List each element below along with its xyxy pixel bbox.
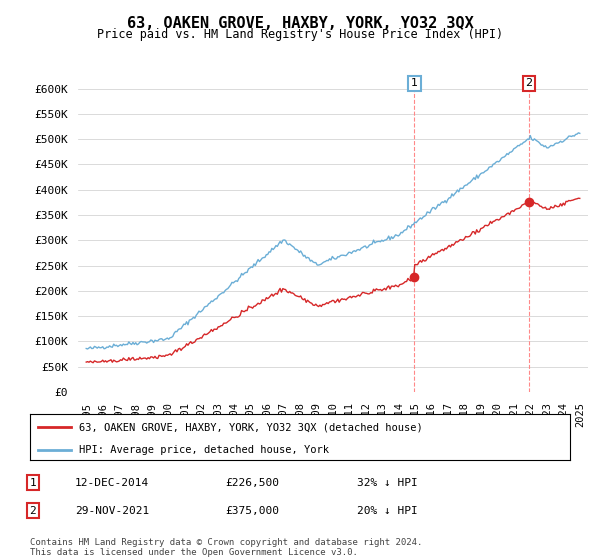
- Text: 29-NOV-2021: 29-NOV-2021: [75, 506, 149, 516]
- Text: 63, OAKEN GROVE, HAXBY, YORK, YO32 3QX (detached house): 63, OAKEN GROVE, HAXBY, YORK, YO32 3QX (…: [79, 422, 422, 432]
- Text: 1: 1: [411, 78, 418, 88]
- Text: HPI: Average price, detached house, York: HPI: Average price, detached house, York: [79, 445, 329, 455]
- Text: 32% ↓ HPI: 32% ↓ HPI: [357, 478, 418, 488]
- Text: £226,500: £226,500: [225, 478, 279, 488]
- Text: £375,000: £375,000: [225, 506, 279, 516]
- Text: 1: 1: [29, 478, 37, 488]
- Text: Price paid vs. HM Land Registry's House Price Index (HPI): Price paid vs. HM Land Registry's House …: [97, 28, 503, 41]
- Text: Contains HM Land Registry data © Crown copyright and database right 2024.
This d: Contains HM Land Registry data © Crown c…: [30, 538, 422, 557]
- Text: 20% ↓ HPI: 20% ↓ HPI: [357, 506, 418, 516]
- Text: 2: 2: [526, 78, 533, 88]
- Text: 2: 2: [29, 506, 37, 516]
- Text: 63, OAKEN GROVE, HAXBY, YORK, YO32 3QX: 63, OAKEN GROVE, HAXBY, YORK, YO32 3QX: [127, 16, 473, 31]
- Text: 12-DEC-2014: 12-DEC-2014: [75, 478, 149, 488]
